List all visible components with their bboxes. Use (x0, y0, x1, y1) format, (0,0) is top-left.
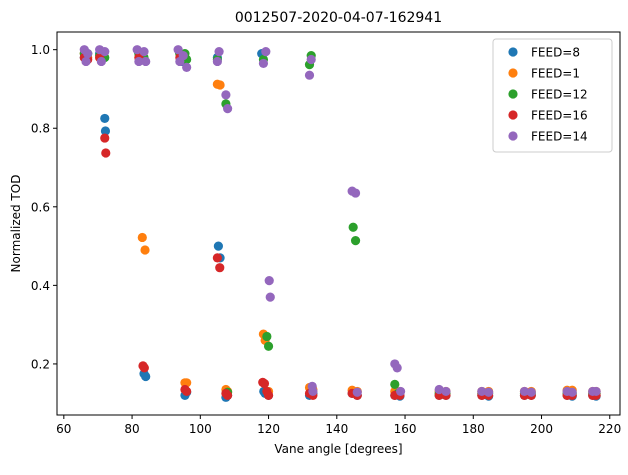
data-point (567, 387, 577, 397)
data-point (212, 253, 222, 263)
data-point (141, 56, 151, 67)
plot-area-frame (56, 31, 621, 416)
data-point (223, 390, 233, 400)
legend-label: FEED=14 (531, 130, 588, 144)
legend-marker (508, 89, 518, 99)
data-point (396, 386, 406, 397)
data-point (350, 235, 361, 246)
data-point (306, 54, 316, 65)
y-tick-label: 0.6 (31, 200, 50, 214)
y-tick-label: 0.4 (31, 279, 50, 293)
data-point (178, 50, 188, 61)
x-tick-label: 80 (124, 422, 139, 436)
data-point (308, 386, 318, 397)
data-point (215, 263, 225, 273)
data-point (182, 62, 192, 72)
x-tick-label: 140 (325, 422, 348, 436)
data-point (139, 363, 149, 373)
legend-label: FEED=16 (531, 109, 588, 123)
data-point (265, 292, 275, 302)
data-point (96, 56, 106, 67)
data-point (214, 47, 224, 57)
legend-box (492, 38, 613, 153)
legend-marker (508, 131, 518, 141)
data-point (390, 379, 400, 389)
legend-label: FEED=1 (531, 67, 580, 81)
data-point (484, 387, 494, 397)
data-point (215, 80, 225, 90)
data-point (139, 47, 149, 57)
data-point (263, 390, 274, 400)
data-point (259, 378, 270, 389)
data-point (100, 133, 110, 143)
data-point (221, 90, 231, 100)
legend-label: FEED=8 (531, 46, 580, 60)
data-point (392, 363, 402, 373)
data-point (304, 70, 315, 80)
data-point (591, 386, 601, 397)
x-tick-label: 100 (189, 422, 212, 436)
data-points-layer (79, 45, 601, 402)
y-tick-label: 1.0 (31, 43, 50, 57)
data-point (263, 341, 274, 351)
data-point (441, 386, 451, 397)
x-tick-label: 120 (257, 422, 280, 436)
data-point (100, 113, 110, 124)
legend-label: FEED=12 (531, 88, 588, 102)
y-tick-label: 0.2 (31, 357, 50, 371)
data-point (101, 148, 111, 158)
data-point (477, 386, 487, 397)
chart-title: 0012507-2020-04-07-162941 (235, 10, 442, 26)
data-point (212, 56, 222, 67)
legend: FEED=8 FEED=1 FEED=12 FEED=16 FEED=14 (492, 38, 613, 153)
x-tick-label: 200 (530, 422, 553, 436)
series-feed-14 (79, 45, 601, 397)
data-point (519, 386, 530, 397)
data-point (258, 58, 269, 69)
y-axis-title: Normalized TOD (9, 175, 23, 273)
axis-ticks-layer: 60 80 100 120 140 160 180 200 220 0.2 0.4 0.6 0.8 1.0 (31, 43, 621, 436)
legend-marker (508, 47, 518, 57)
data-point (526, 387, 536, 397)
data-point (141, 371, 151, 382)
data-point (264, 276, 274, 286)
data-point (262, 331, 272, 342)
data-point (100, 47, 110, 57)
data-point (182, 386, 192, 397)
data-point (140, 245, 150, 255)
data-point (137, 232, 147, 243)
x-tick-label: 180 (462, 422, 485, 436)
data-point (134, 56, 144, 67)
x-tick-label: 160 (394, 422, 417, 436)
data-point (348, 222, 358, 232)
data-point (352, 387, 362, 397)
x-tick-label: 60 (56, 422, 71, 436)
data-point (100, 126, 111, 136)
legend-marker (508, 68, 518, 78)
legend-marker (508, 110, 518, 120)
data-point (213, 241, 223, 251)
data-point (223, 104, 233, 114)
data-point (83, 49, 93, 59)
y-tick-label: 0.8 (31, 122, 50, 136)
x-tick-label: 220 (598, 422, 621, 436)
data-point (350, 188, 361, 198)
data-point (261, 47, 271, 57)
data-point (81, 56, 91, 67)
x-axis-title: Vane angle [degrees] (274, 442, 402, 456)
